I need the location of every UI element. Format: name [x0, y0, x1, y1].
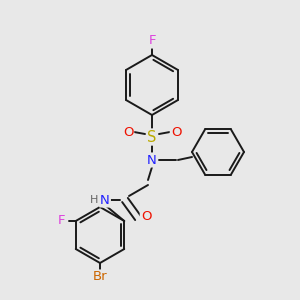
Text: F: F — [148, 34, 156, 47]
Text: Br: Br — [93, 271, 107, 284]
Text: H: H — [90, 195, 98, 205]
Text: N: N — [147, 154, 157, 166]
Text: N: N — [100, 194, 110, 206]
Text: O: O — [141, 209, 151, 223]
Text: F: F — [58, 214, 65, 227]
Text: O: O — [123, 125, 133, 139]
Text: S: S — [147, 130, 157, 145]
Text: O: O — [171, 125, 181, 139]
